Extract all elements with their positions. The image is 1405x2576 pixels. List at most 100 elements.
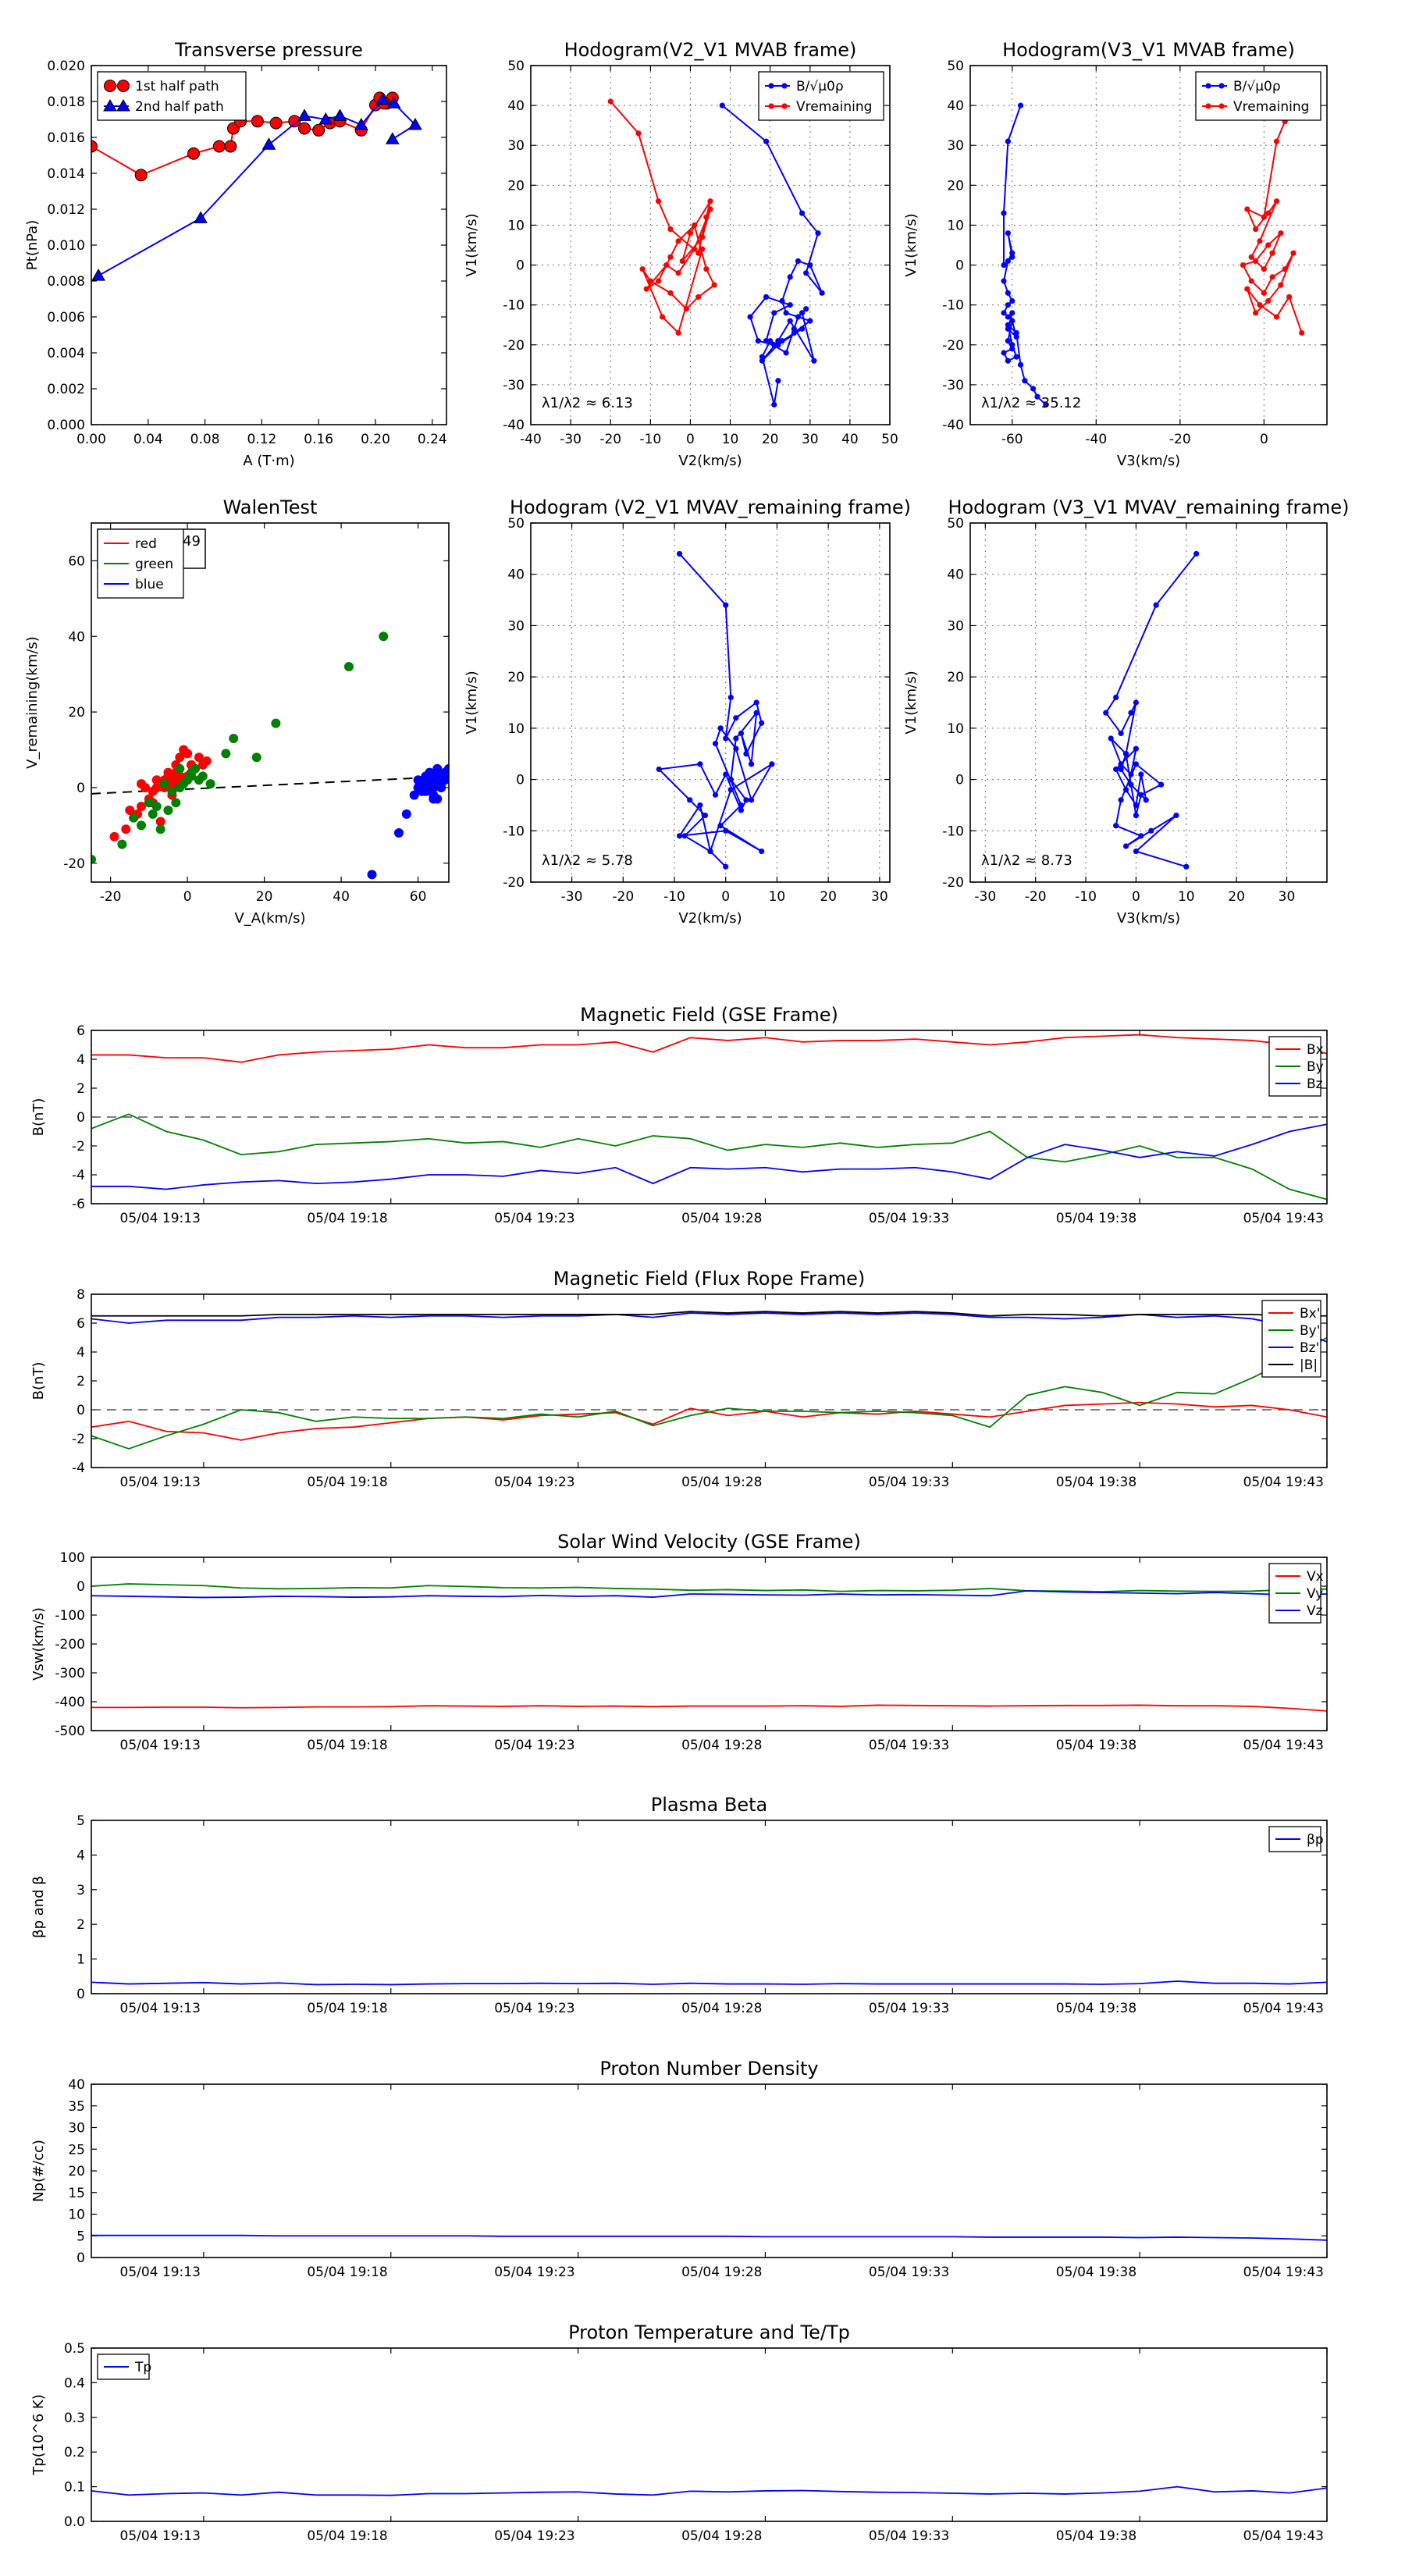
data-point	[1133, 812, 1140, 819]
chart-bgse: Magnetic Field (GSE Frame) 05/04 19:13 05/…	[30, 1004, 1328, 1226]
data-point	[643, 286, 649, 292]
data-point	[440, 771, 449, 781]
data-point	[1128, 771, 1134, 777]
chart-title: Hodogram (V2_V1 MVAV_remaining frame)	[510, 496, 911, 518]
y-tick-label: -20	[942, 875, 964, 891]
y-tick-label: 2	[76, 1081, 85, 1097]
y-axis-label: Pt(nPa)	[24, 220, 41, 270]
data-point	[1001, 310, 1007, 316]
data-point	[125, 806, 135, 815]
axis-frame	[530, 522, 891, 883]
y-axis-label: Vsw(km/s)	[30, 1607, 47, 1681]
data-point	[675, 238, 681, 244]
y-tick-label: 40	[68, 629, 85, 645]
data-point	[1009, 310, 1016, 316]
y-tick-label: -500	[55, 1724, 85, 1739]
x-tick-label: 05/04 19:18	[307, 1738, 387, 1753]
data-point	[312, 123, 325, 137]
legend-label: βp	[1307, 1832, 1324, 1848]
chart-np: Proton Number Density 05/04 19:13 05/04 19…	[30, 2058, 1328, 2280]
data-point	[221, 749, 231, 759]
y-tick-label: -200	[55, 1637, 85, 1653]
data-point	[175, 753, 185, 763]
data-point	[1122, 843, 1129, 849]
legend-marker	[116, 98, 130, 112]
data-point	[1108, 735, 1114, 742]
data-point	[738, 807, 745, 813]
x-tick-label: 05/04 19:23	[494, 2528, 574, 2544]
series-line-1	[1242, 121, 1303, 333]
data-point	[759, 354, 766, 360]
data-point	[155, 817, 165, 827]
legend-marker	[104, 80, 116, 92]
y-tick-label: -6	[72, 1197, 85, 1212]
y-tick-label: 0.004	[47, 346, 85, 361]
data-point	[1128, 781, 1134, 788]
x-tick-label: 30	[1279, 889, 1296, 905]
chart-title: Proton Number Density	[599, 2058, 818, 2080]
y-tick-label: 5	[76, 1813, 85, 1829]
data-point	[183, 749, 193, 759]
legend-label: Vx	[1307, 1569, 1324, 1585]
data-point	[719, 102, 725, 109]
y-tick-label: 50	[947, 59, 964, 74]
x-tick-label: 10	[722, 432, 739, 447]
data-point	[699, 246, 706, 252]
data-point	[251, 115, 264, 128]
data-point	[117, 839, 127, 849]
data-point	[703, 266, 710, 272]
data-point	[354, 117, 368, 130]
chart-beta: Plasma Beta 05/04 19:13 05/04 19:18 05/04 1…	[30, 1794, 1328, 2016]
legend-marker	[768, 103, 774, 109]
legend-label: Vy	[1307, 1586, 1323, 1602]
data-point	[121, 824, 131, 834]
x-tick-label: 05/04 19:43	[1243, 1475, 1324, 1490]
fit-line	[91, 775, 449, 795]
data-point	[647, 278, 653, 284]
chart-title: Plasma Beta	[651, 1794, 767, 1816]
data-point	[807, 318, 813, 324]
x-tick-label: -30	[561, 889, 583, 905]
y-tick-label: -400	[55, 1695, 85, 1710]
data-point	[1133, 848, 1140, 855]
y-tick-label: 0.018	[47, 94, 85, 110]
data-point	[1257, 302, 1263, 308]
plot-area	[91, 1311, 1327, 1450]
y-tick-label: 0	[76, 1110, 85, 1126]
data-point	[269, 116, 283, 130]
plot-area	[91, 632, 449, 880]
y-tick-label: -10	[503, 824, 525, 839]
data-point	[1005, 290, 1011, 296]
legend-marker	[117, 80, 130, 92]
x-axis-label: V2(km/s)	[678, 453, 742, 469]
data-point	[667, 226, 674, 233]
x-tick-label: 0.20	[361, 432, 390, 447]
data-point	[1253, 226, 1259, 233]
plot-area	[91, 1980, 1327, 1986]
data-point	[655, 278, 662, 284]
data-point	[1269, 250, 1275, 256]
axis-frame	[91, 2083, 1328, 2258]
x-tick-label: 05/04 19:33	[869, 1211, 949, 1226]
data-point	[1013, 329, 1019, 336]
y-tick-label: 10	[68, 2208, 85, 2223]
data-point	[791, 326, 797, 332]
x-axis-label: V3(km/s)	[1117, 910, 1180, 927]
plot-area	[91, 1034, 1327, 1201]
data-point	[205, 779, 215, 789]
data-point	[318, 112, 333, 125]
data-point	[261, 137, 276, 150]
chart-title: Hodogram (V3_V1 MVAV_remaining frame)	[948, 496, 1349, 518]
y-tick-label: 0	[955, 258, 964, 274]
x-tick-label: 05/04 19:13	[120, 2001, 201, 2016]
data-point	[1286, 294, 1293, 301]
data-point	[1103, 710, 1109, 716]
data-point	[224, 140, 237, 153]
legend-label: 1st half path	[135, 79, 219, 94]
y-tick-label: -100	[55, 1608, 85, 1624]
data-point	[1248, 278, 1254, 284]
data-point	[783, 350, 789, 356]
series-line-0	[91, 1704, 1327, 1712]
data-point	[711, 282, 717, 288]
y-tick-label: 40	[947, 568, 964, 583]
